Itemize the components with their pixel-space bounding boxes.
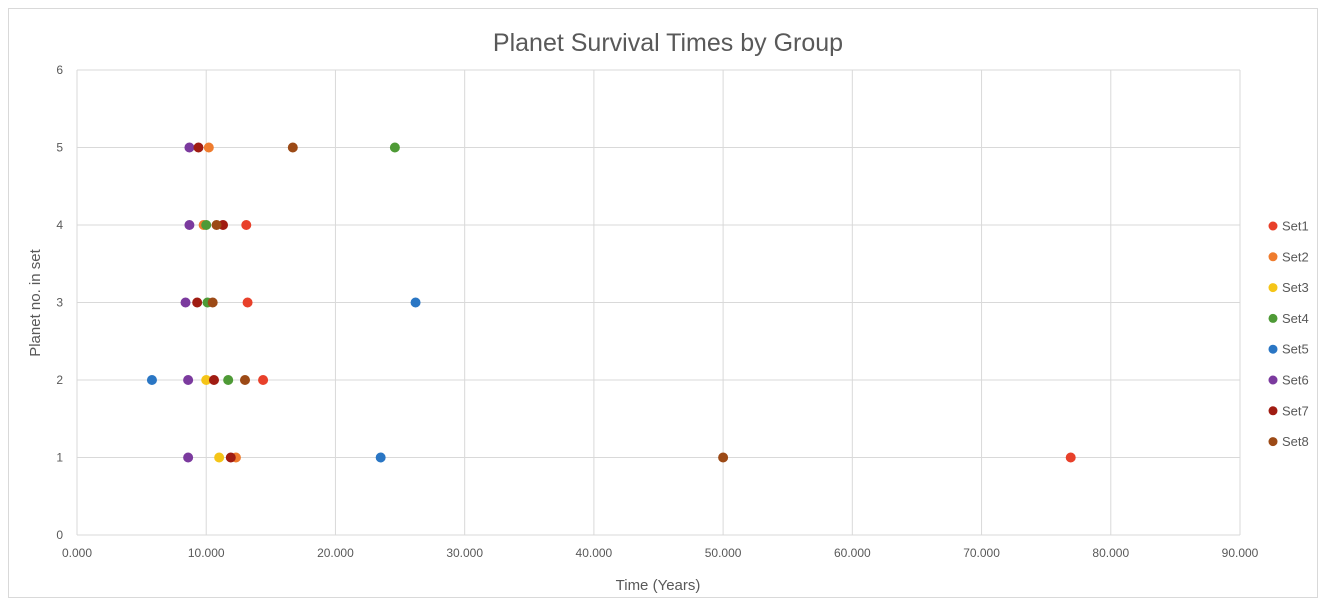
data-point-set6 <box>184 220 195 230</box>
y-tick-label: 2 <box>56 373 63 387</box>
data-point-set4 <box>201 220 212 230</box>
data-point-set5 <box>410 297 421 308</box>
data-point-set5 <box>375 452 386 463</box>
legend-marker-set8 <box>1268 437 1278 447</box>
data-point-set6 <box>180 297 191 308</box>
data-point-set2 <box>203 142 214 153</box>
chart-title: Planet Survival Times by Group <box>493 29 843 57</box>
x-tick-label: 0.000 <box>62 546 92 560</box>
data-point-set5 <box>146 375 157 385</box>
data-point-set3 <box>214 452 225 463</box>
legend-label-set2: Set2 <box>1282 249 1309 264</box>
x-tick-label: 90.000 <box>1222 546 1259 560</box>
y-tick-label: 3 <box>56 296 63 310</box>
legend-marker-set2 <box>1268 252 1278 262</box>
x-tick-label: 20.000 <box>317 546 354 560</box>
x-tick-label: 10.000 <box>188 546 225 560</box>
x-tick-label: 40.000 <box>576 546 613 560</box>
x-tick-label: 70.000 <box>963 546 1000 560</box>
legend-marker-set6 <box>1268 375 1278 385</box>
legend-label-set5: Set5 <box>1282 342 1309 357</box>
legend: Set1 Set2 Set3 Set4 Set5 Set6 Set7 Set8 <box>1268 219 1309 449</box>
legend-marker-set7 <box>1268 406 1278 416</box>
y-tick-label: 0 <box>56 528 63 542</box>
data-point-set3 <box>201 375 212 385</box>
legend-marker-set4 <box>1268 313 1278 323</box>
legend-label-set4: Set4 <box>1282 311 1309 326</box>
legend-marker-set3 <box>1268 283 1278 293</box>
legend-label-set8: Set8 <box>1282 434 1309 449</box>
data-point-set8 <box>239 375 250 385</box>
data-point-set8 <box>287 142 298 153</box>
legend-label-set1: Set1 <box>1282 219 1309 234</box>
x-tick-label: 80.000 <box>1092 546 1129 560</box>
legend-label-set3: Set3 <box>1282 280 1309 295</box>
x-tick-label: 60.000 <box>834 546 871 560</box>
data-point-set1 <box>258 375 269 385</box>
legend-marker-set1 <box>1268 221 1278 231</box>
x-tick-label: 50.000 <box>705 546 742 560</box>
legend-label-set6: Set6 <box>1282 373 1309 388</box>
data-point-set1 <box>1065 452 1076 463</box>
data-point-set4 <box>389 142 400 153</box>
data-points <box>146 142 1076 463</box>
legend-label-set7: Set7 <box>1282 403 1309 418</box>
data-point-set7 <box>225 452 236 463</box>
data-point-set8 <box>211 220 222 230</box>
data-point-set8 <box>718 452 729 463</box>
data-point-set7 <box>208 375 219 385</box>
data-point-set1 <box>242 297 253 308</box>
y-tick-label: 4 <box>56 218 63 232</box>
legend-marker-set5 <box>1268 344 1278 354</box>
data-point-set4 <box>223 375 234 385</box>
x-axis-label: Time (Years) <box>616 577 701 594</box>
y-tick-label: 5 <box>56 141 63 155</box>
y-tick-labels: 0 1 2 3 4 5 6 <box>56 63 63 542</box>
data-point-set6 <box>184 142 195 153</box>
data-point-set6 <box>183 452 194 463</box>
data-point-set6 <box>183 375 194 385</box>
x-tick-labels: 0.000 10.000 20.000 30.000 40.000 50.000 60.00… <box>62 546 1259 560</box>
y-axis-label: Planet no. in set <box>27 248 44 356</box>
data-point-set8 <box>207 297 218 308</box>
data-point-set7 <box>193 142 204 153</box>
data-point-set1 <box>241 220 252 230</box>
y-tick-label: 6 <box>56 63 63 77</box>
data-point-set7 <box>192 297 203 308</box>
x-tick-label: 30.000 <box>446 546 483 560</box>
y-tick-label: 1 <box>56 451 63 465</box>
